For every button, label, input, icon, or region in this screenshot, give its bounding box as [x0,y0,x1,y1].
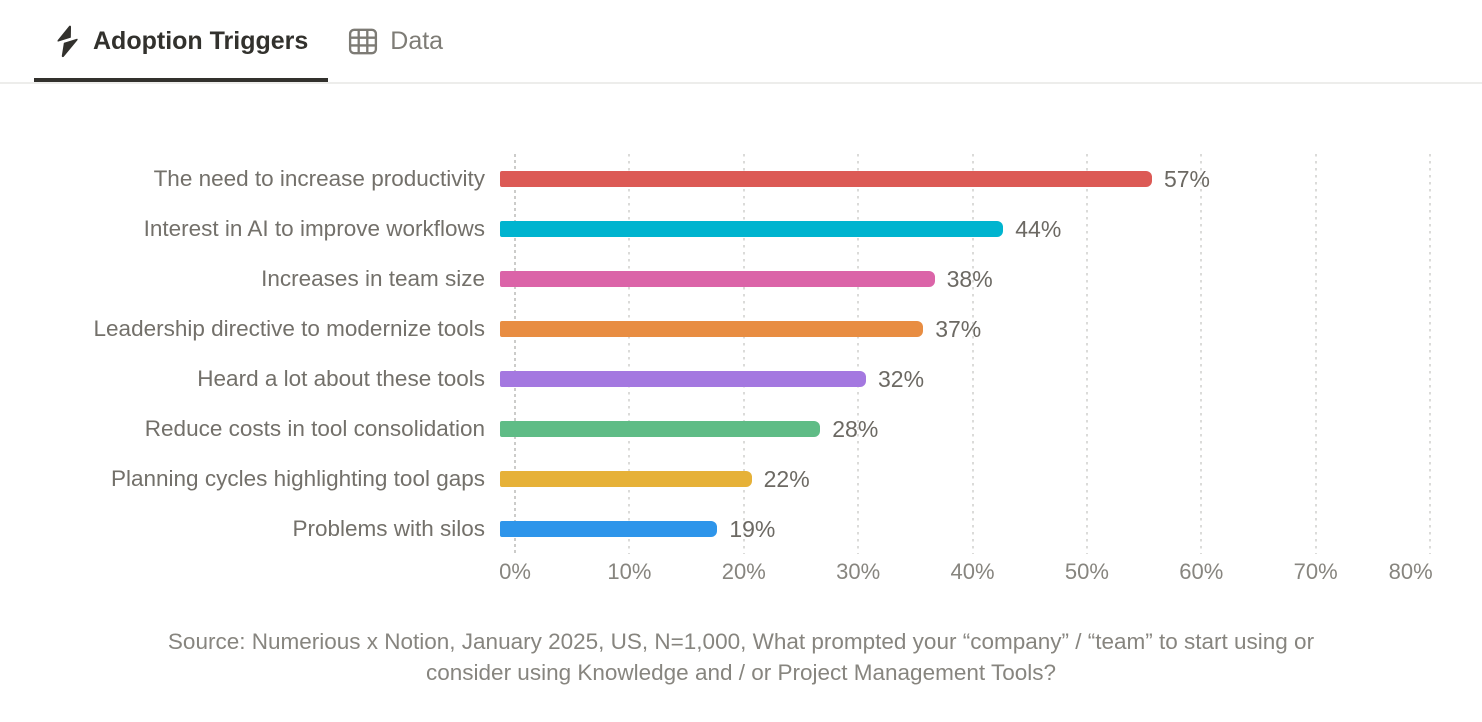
bar-row: Planning cycles highlighting tool gaps 22… [0,454,1482,504]
bar-row: Heard a lot about these tools 32% [0,354,1482,404]
bar-row: Leadership directive to modernize tools 3… [0,304,1482,354]
bar [500,471,752,487]
tab-label: Adoption Triggers [93,26,309,55]
x-tick-label: 20% [721,559,766,584]
bar [500,521,718,537]
category-label: Leadership directive to modernize tools [93,316,485,341]
x-tick-label: 10% [607,559,652,584]
gridline [1085,154,1088,554]
x-tick-label: 50% [1064,559,1109,584]
gridline [628,154,631,554]
bar-track: 28% [500,416,1415,443]
x-tick-label: 80% [1388,559,1433,584]
table-icon [348,28,378,55]
bar [500,171,1152,187]
category-label: Reduce costs in tool consolidation [144,416,485,441]
value-label: 32% [878,365,925,392]
category-label: Heard a lot about these tools [197,366,485,391]
bar-track: 57% [500,166,1415,193]
source-line: Source: Numerious x Notion, January 2025… [167,629,1315,654]
value-label: 28% [832,415,879,442]
bar-track: 22% [500,466,1415,493]
gridline [1429,154,1431,554]
x-tick-label: 30% [836,559,881,584]
plot-gridlines [514,154,1431,554]
gridline [742,154,745,554]
bar-track: 44% [500,216,1415,243]
category-label: Problems with silos [292,516,485,541]
x-axis-tick-labels: 0% 10% 20% 30% 40% 50% 60% 70% 80% [499,559,1433,587]
x-tick-label: 70% [1293,559,1338,584]
tab-bar: Adoption Triggers Data [0,0,1482,84]
tab-adoption-triggers[interactable]: Adoption Triggers [34,0,328,82]
gridline [1314,154,1317,554]
gridline [857,154,860,554]
bar [500,271,935,287]
bar-track: 37% [500,316,1415,343]
value-label: 19% [729,515,776,542]
tab-label: Data [390,26,444,55]
y-axis-line [514,154,516,554]
value-label: 57% [1163,165,1210,192]
value-label: 38% [946,265,993,292]
bar [500,221,1004,237]
x-tick-label: 60% [1179,559,1224,584]
bar-track: 32% [500,366,1415,393]
lightning-bolt-icon [54,25,81,58]
category-label: Increases in team size [261,266,485,291]
value-label: 37% [935,315,982,342]
bar-track: 38% [500,266,1415,293]
category-label: The need to increase productivity [153,166,485,191]
bar-track: 19% [500,516,1415,543]
value-label: 44% [1015,215,1062,242]
category-label: Planning cycles highlighting tool gaps [111,466,485,491]
source-line: consider using Knowledge and / or Projec… [426,660,1056,685]
gridline [1200,154,1203,554]
x-tick-label: 40% [950,559,995,584]
bar-row: Interest in AI to improve workflows 44% [0,204,1482,254]
gridline [971,154,974,554]
bar [500,421,821,437]
bar-row: Reduce costs in tool consolidation 28% [0,404,1482,454]
source-caption: Source: Numerious x Notion, January 2025… [70,626,1412,688]
x-tick-label: 0% [499,559,531,584]
tab-data[interactable]: Data [328,0,463,82]
bar [500,371,866,387]
value-label: 22% [763,465,810,492]
bar [500,321,924,337]
bar-row: The need to increase productivity 57% [0,154,1482,204]
bar-row: Increases in team size 38% [0,254,1482,304]
bar-chart: The need to increase productivity 57% Inte… [0,154,1482,554]
bar-row: Problems with silos 19% [0,504,1482,554]
category-label: Interest in AI to improve workflows [143,216,485,241]
